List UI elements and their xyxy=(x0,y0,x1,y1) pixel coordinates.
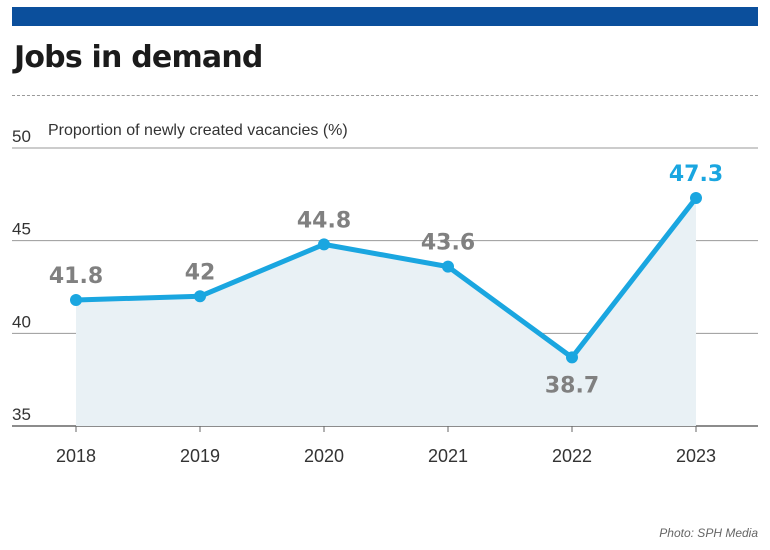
area-fill xyxy=(76,198,696,426)
x-tick-label-2021: 2021 xyxy=(428,446,468,466)
x-tick-label-2019: 2019 xyxy=(180,446,220,466)
series-polyline xyxy=(73,195,699,360)
y-tick-label: 50 xyxy=(12,127,31,146)
photo-credit: Photo: SPH Media xyxy=(659,526,758,540)
data-point-2021 xyxy=(442,260,454,273)
data-point-2020 xyxy=(318,238,330,251)
x-tick-label-2020: 2020 xyxy=(304,446,344,466)
x-tick-label-2022: 2022 xyxy=(552,446,592,466)
y-tick-labels: 35 40 45 50 xyxy=(12,127,31,424)
data-point-2022 xyxy=(566,351,578,364)
x-tick-label-2023: 2023 xyxy=(676,446,716,466)
series-line xyxy=(73,195,699,360)
data-point-2019 xyxy=(194,290,206,303)
y-axis-label: Proportion of newly created vacancies (%… xyxy=(48,122,348,139)
x-tick-label-2018: 2018 xyxy=(56,446,96,466)
data-label-2019: 42 xyxy=(185,260,216,285)
data-point-2023 xyxy=(690,192,702,205)
data-labels: 41.8 42 44.8 43.6 38.7 47.3 xyxy=(49,162,723,398)
y-tick-label: 40 xyxy=(12,312,31,331)
data-point-2018 xyxy=(70,293,82,306)
data-label-2022: 38.7 xyxy=(545,373,599,398)
data-label-2021: 43.6 xyxy=(421,231,475,256)
brand-bar xyxy=(12,7,758,26)
data-label-2023: 47.3 xyxy=(669,162,723,187)
x-tick-labels: 2018 2019 2020 2021 2022 2023 xyxy=(56,426,716,466)
title-divider xyxy=(12,95,758,96)
y-tick-label: 45 xyxy=(12,220,31,239)
data-label-2018: 41.8 xyxy=(49,264,103,289)
chart-title: Jobs in demand xyxy=(14,40,263,75)
y-tick-label: 35 xyxy=(12,405,31,424)
area-path xyxy=(76,198,696,426)
data-points xyxy=(70,192,702,364)
data-label-2020: 44.8 xyxy=(297,208,351,233)
